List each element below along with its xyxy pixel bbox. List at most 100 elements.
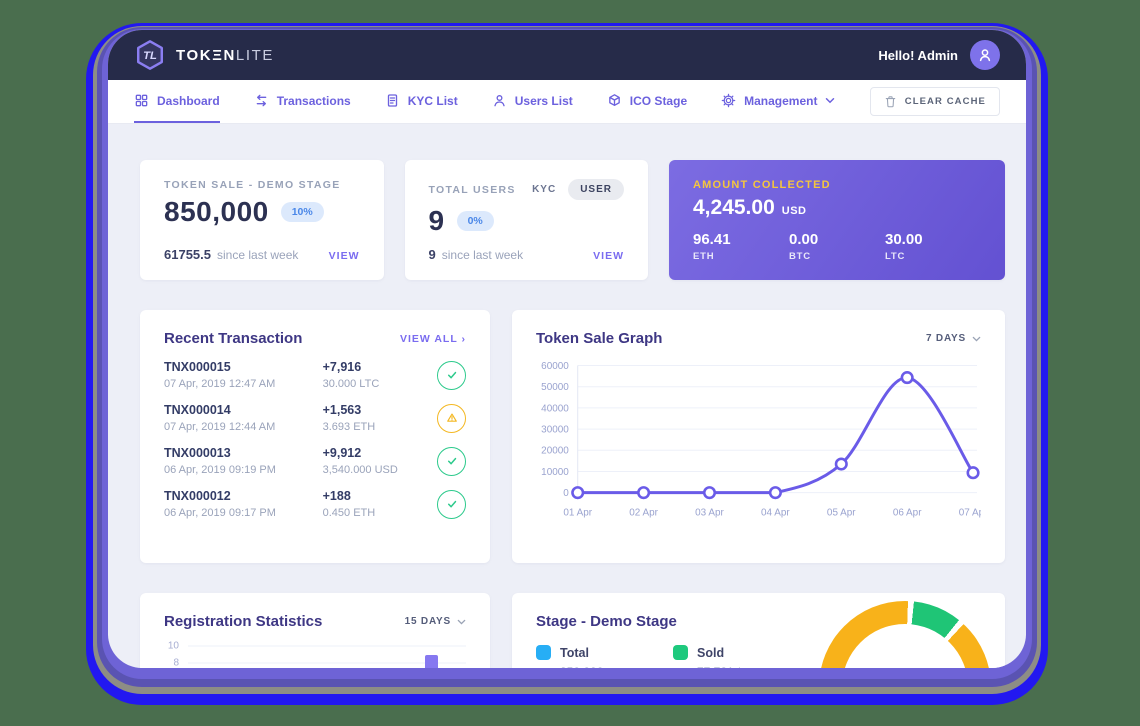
nav-item-ico-stage[interactable]: ICO Stage — [607, 80, 687, 123]
bar-chart-gridline: 8 — [164, 658, 466, 668]
token-sale-view-link[interactable]: VIEW — [328, 250, 360, 262]
transaction-row[interactable]: TNX000012 06 Apr, 2019 09:17 PM +188 0.450… — [164, 489, 466, 519]
bar-chart: 10 8 — [164, 641, 466, 668]
transactions-list: TNX000015 07 Apr, 2019 12:47 AM +7,916 30.… — [164, 360, 466, 519]
total-users-view-link[interactable]: VIEW — [593, 250, 624, 262]
token-sale-value: 850,000 — [164, 196, 269, 227]
legend-label-sold: Sold — [697, 645, 725, 660]
amount-collected-label: AMOUNT COLLECTED — [693, 179, 831, 191]
range-select-15-days[interactable]: 15 DAYS — [405, 616, 466, 627]
card-total-users: TOTAL USERS KYC USER 9 0% 9 since last w… — [404, 160, 648, 280]
user-avatar[interactable] — [970, 40, 1000, 70]
nav-item-transactions[interactable]: Transactions — [254, 80, 351, 123]
registration-statistics-title: Registration Statistics — [164, 613, 323, 630]
tx-status-icon — [437, 446, 466, 476]
stage-demo-stage-panel: Stage - Demo Stage Total 850,000 Sold — [512, 593, 1005, 668]
tx-id: TNX000013 — [164, 446, 231, 460]
chevron-down-icon — [457, 619, 466, 625]
asset-eth-symbol: ETH — [693, 251, 715, 262]
nav-label: Users List — [514, 93, 573, 108]
nav-item-users-list[interactable]: Users List — [492, 80, 573, 123]
svg-text:30000: 30000 — [541, 425, 569, 436]
user-icon — [979, 49, 991, 62]
amount-collected-value: 4,245.00 — [693, 196, 775, 219]
tx-detail: 30.000 LTC — [322, 378, 380, 390]
tx-status-icon — [437, 360, 466, 390]
legend-swatch-total — [536, 645, 551, 660]
tx-amount: +7,916 — [322, 360, 362, 374]
brand-monogram: TL — [143, 50, 157, 62]
card-total-users-label: TOTAL USERS — [428, 183, 516, 196]
svg-text:07 Apr: 07 Apr — [959, 507, 981, 518]
legend-value-sold: 77,721 * — [697, 665, 810, 668]
tx-status-icon — [437, 403, 466, 433]
tx-date: 07 Apr, 2019 12:44 AM — [164, 421, 276, 433]
toggle-kyc[interactable]: KYC — [532, 184, 557, 195]
asset-btc: 0.00 BTC — [789, 231, 885, 262]
recent-transactions-title: Recent Transaction — [164, 330, 303, 347]
trash-icon — [885, 96, 896, 108]
token-sale-badge: 10% — [280, 202, 324, 222]
view-all-link[interactable]: VIEW ALL › — [400, 333, 466, 345]
svg-text:01 Apr: 01 Apr — [563, 507, 592, 518]
check-icon — [447, 457, 456, 465]
tx-detail: 3,540.000 USD — [322, 464, 398, 476]
card-token-sale-label: TOKEN SALE - DEMO STAGE — [164, 179, 341, 191]
legend-item-total: Total 850,000 — [536, 645, 673, 668]
greeting-text: Hello! Admin — [878, 47, 958, 63]
recent-transactions-panel: Recent Transaction VIEW ALL › TNX000015 0… — [140, 310, 490, 563]
nav-label: Transactions — [276, 93, 351, 108]
check-icon — [447, 371, 456, 379]
svg-text:0: 0 — [563, 488, 569, 499]
amount-collected-currency: USD — [781, 205, 807, 217]
tx-date: 07 Apr, 2019 12:47 AM — [164, 378, 276, 390]
view-all-label: VIEW ALL — [399, 332, 458, 345]
svg-text:02 Apr: 02 Apr — [629, 507, 658, 518]
nav-item-management[interactable]: Management — [721, 80, 835, 123]
asset-ltc: 30.00 LTC — [885, 231, 981, 262]
legend-label-total: Total — [560, 645, 589, 660]
svg-text:20000: 20000 — [541, 446, 569, 457]
clear-cache-label: CLEAR CACHE — [904, 96, 986, 107]
token-sale-graph-title: Token Sale Graph — [536, 330, 663, 347]
total-users-delta: 9 — [428, 247, 436, 262]
nav-label: Dashboard — [157, 93, 220, 108]
token-sale-graph-panel: Token Sale Graph 7 DAYS 0 10000 20000 30000… — [512, 310, 1005, 563]
brand-logo[interactable]: TL TOKΞNLITE — [134, 39, 274, 71]
person-icon — [494, 95, 505, 107]
brand-wordmark: TOKΞNLITE — [176, 47, 274, 64]
clear-cache-button[interactable]: CLEAR CACHE — [869, 87, 1000, 116]
toggle-user[interactable]: USER — [568, 179, 624, 200]
asset-ltc-value: 30.00 — [885, 231, 923, 248]
registration-statistics-panel: Registration Statistics 15 DAYS 10 8 — [140, 593, 490, 668]
bar-chart-gridline: 10 — [164, 641, 466, 652]
svg-text:06 Apr: 06 Apr — [893, 507, 922, 518]
svg-text:60000: 60000 — [541, 361, 569, 372]
tx-amount: +188 — [322, 489, 351, 503]
asset-ltc-symbol: LTC — [885, 251, 906, 262]
total-users-value: 9 — [428, 205, 445, 236]
nav-item-dashboard[interactable]: Dashboard — [134, 80, 220, 123]
legend-item-sold: Sold 77,721 * — [673, 645, 810, 668]
card-token-sale: TOKEN SALE - DEMO STAGE 850,000 10% 6175… — [140, 160, 384, 280]
svg-text:40000: 40000 — [541, 403, 569, 414]
main-nav: Dashboard Transactions KYC List Users Li… — [108, 80, 1026, 124]
warning-icon — [446, 413, 457, 422]
chevron-right-icon: › — [461, 332, 466, 345]
nav-item-kyc-list[interactable]: KYC List — [385, 80, 458, 123]
grid-icon — [135, 94, 148, 107]
document-list-icon — [387, 94, 397, 107]
total-users-delta-caption: since last week — [441, 248, 524, 262]
tx-detail: 0.450 ETH — [322, 507, 376, 519]
transaction-row[interactable]: TNX000015 07 Apr, 2019 12:47 AM +7,916 30.… — [164, 360, 466, 390]
card-amount-collected: AMOUNT COLLECTED 4,245.00 USD 96.41 ETH … — [669, 160, 1005, 280]
legend-value-total: 850,000 — [560, 665, 673, 668]
tx-date: 06 Apr, 2019 09:17 PM — [164, 507, 276, 519]
nav-label: Management — [744, 93, 818, 108]
range-select-7-days[interactable]: 7 DAYS — [926, 333, 981, 344]
dashboard-content: TOKEN SALE - DEMO STAGE 850,000 10% 6175… — [108, 124, 1026, 668]
transaction-row[interactable]: TNX000014 07 Apr, 2019 12:44 AM +1,563 3.6… — [164, 403, 466, 433]
brand-hexagon-icon: TL — [137, 40, 163, 70]
total-users-badge: 0% — [456, 211, 494, 231]
transaction-row[interactable]: TNX000013 06 Apr, 2019 09:19 PM +9,912 3,5… — [164, 446, 466, 476]
